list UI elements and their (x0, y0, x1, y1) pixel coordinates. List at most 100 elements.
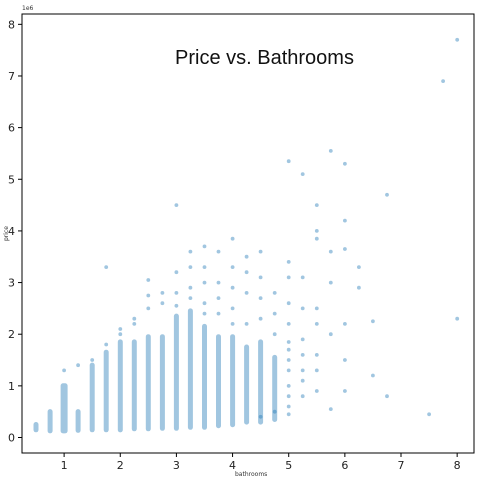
data-point (174, 203, 179, 208)
x-tick-label: 2 (117, 459, 124, 472)
data-point (314, 322, 319, 326)
data-point (188, 296, 193, 300)
data-point (343, 389, 347, 393)
data-point (300, 172, 305, 177)
data-point (146, 278, 151, 282)
data-point (146, 306, 151, 311)
data-column (216, 334, 221, 429)
data-point (286, 412, 291, 417)
x-tick-label: 3 (173, 459, 180, 472)
data-point (160, 301, 165, 306)
data-point (258, 296, 263, 300)
data-point (328, 249, 333, 254)
data-point (286, 347, 291, 352)
data-column (173, 313, 179, 431)
data-point (286, 368, 291, 373)
data-point (188, 265, 193, 269)
data-point (202, 244, 207, 249)
data-point (314, 236, 319, 241)
data-point (104, 265, 109, 269)
data-point (202, 280, 207, 285)
data-point (286, 260, 291, 264)
data-point (230, 285, 235, 290)
y-tick-label: 2 (8, 328, 15, 341)
data-point (300, 368, 305, 373)
data-point (286, 301, 291, 306)
data-point (385, 192, 389, 197)
y-scale-label: 1e6 (22, 5, 34, 12)
y-tick-label: 8 (8, 18, 15, 31)
data-point (202, 301, 207, 306)
data-point (188, 285, 193, 290)
data-point (455, 316, 460, 321)
data-point (455, 37, 460, 42)
data-point (230, 306, 235, 311)
chart-title: Price vs. Bathrooms (175, 47, 354, 69)
data-point (427, 412, 431, 417)
data-column (258, 339, 264, 425)
data-point (343, 218, 347, 223)
data-point (258, 316, 263, 321)
data-point (230, 265, 235, 269)
data-point (132, 316, 137, 321)
data-point (188, 249, 193, 254)
data-point (174, 270, 179, 275)
data-point (258, 249, 263, 254)
data-point (118, 332, 123, 337)
data-column (230, 334, 236, 428)
x-tick-label: 8 (454, 459, 461, 472)
data-column (272, 354, 278, 422)
data-column (117, 339, 123, 433)
data-point (202, 265, 207, 269)
data-point (441, 79, 445, 83)
data-point (272, 332, 277, 337)
y-tick-label: 6 (8, 122, 15, 135)
data-point (314, 203, 319, 208)
data-point (286, 384, 291, 388)
data-point (272, 291, 277, 295)
x-tick-label: 4 (229, 459, 236, 472)
data-point (286, 358, 291, 362)
data-point (371, 319, 375, 324)
data-column (202, 323, 207, 430)
data-point (174, 303, 179, 308)
data-column (33, 422, 39, 433)
data-point (300, 394, 305, 399)
data-point (314, 229, 319, 233)
plot-frame (21, 13, 475, 454)
data-point (146, 293, 151, 298)
data-column (145, 334, 151, 432)
data-point (314, 389, 319, 393)
data-point (357, 285, 361, 290)
data-point (132, 322, 137, 326)
y-tick-label: 0 (8, 432, 15, 445)
data-point (230, 236, 235, 241)
data-point (216, 311, 221, 316)
data-point (314, 353, 319, 357)
data-point (328, 149, 333, 153)
data-point (244, 270, 249, 275)
data-point (258, 414, 263, 419)
data-point (202, 311, 207, 316)
data-column (60, 383, 68, 434)
y-tick-label: 7 (8, 70, 15, 83)
data-point (343, 161, 347, 166)
data-point (314, 306, 319, 311)
data-point (371, 373, 375, 378)
data-point (328, 332, 333, 337)
y-tick-label: 5 (8, 173, 15, 186)
data-point (174, 291, 179, 295)
data-point (118, 327, 123, 331)
data-point (328, 407, 333, 411)
data-point (104, 342, 109, 347)
data-column (47, 409, 53, 434)
data-point (286, 340, 291, 344)
data-point (300, 353, 305, 357)
data-point (343, 358, 347, 362)
data-point (216, 280, 221, 285)
x-tick-label: 5 (285, 459, 292, 472)
data-point (286, 322, 291, 326)
data-column (103, 349, 109, 433)
y-axis: 0 1 2 3 4 5 6 7 8 (8, 18, 22, 445)
